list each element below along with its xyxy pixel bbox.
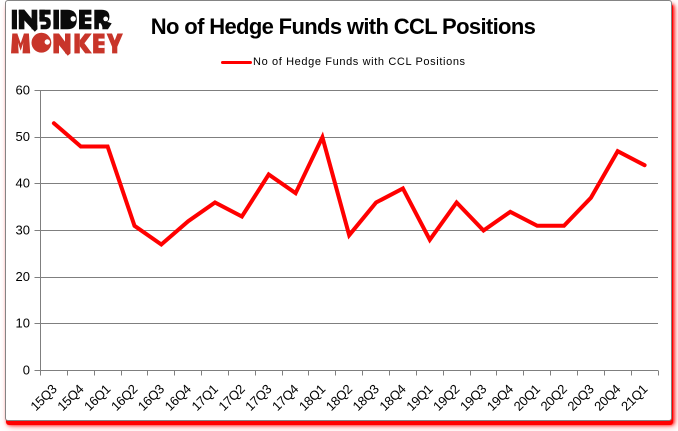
svg-text:40: 40	[16, 176, 30, 191]
svg-text:17Q4: 17Q4	[269, 381, 301, 413]
svg-text:50: 50	[16, 129, 30, 144]
svg-text:17Q3: 17Q3	[242, 381, 274, 413]
svg-text:15Q4: 15Q4	[54, 381, 86, 413]
svg-text:17Q2: 17Q2	[215, 381, 247, 413]
svg-text:16Q2: 16Q2	[108, 381, 140, 413]
svg-text:19Q4: 19Q4	[484, 381, 516, 413]
svg-text:20Q2: 20Q2	[537, 381, 569, 413]
svg-text:21Q1: 21Q1	[618, 381, 650, 413]
svg-text:18Q2: 18Q2	[323, 381, 355, 413]
svg-text:60: 60	[16, 82, 30, 97]
svg-text:30: 30	[16, 222, 30, 237]
svg-text:15Q3: 15Q3	[27, 381, 59, 413]
svg-text:18Q1: 18Q1	[296, 381, 328, 413]
svg-text:17Q1: 17Q1	[188, 381, 220, 413]
svg-text:20Q3: 20Q3	[564, 381, 596, 413]
svg-text:16Q1: 16Q1	[81, 381, 113, 413]
svg-text:0: 0	[23, 362, 30, 377]
svg-text:20Q1: 20Q1	[511, 381, 543, 413]
svg-text:16Q4: 16Q4	[162, 381, 194, 413]
svg-text:18Q3: 18Q3	[350, 381, 382, 413]
svg-text:16Q3: 16Q3	[135, 381, 167, 413]
svg-text:19Q1: 19Q1	[403, 381, 435, 413]
svg-text:19Q3: 19Q3	[457, 381, 489, 413]
svg-text:18Q4: 18Q4	[376, 381, 408, 413]
svg-text:20Q4: 20Q4	[591, 381, 623, 413]
svg-text:10: 10	[16, 316, 30, 331]
svg-text:19Q2: 19Q2	[430, 381, 462, 413]
svg-text:20: 20	[16, 269, 30, 284]
